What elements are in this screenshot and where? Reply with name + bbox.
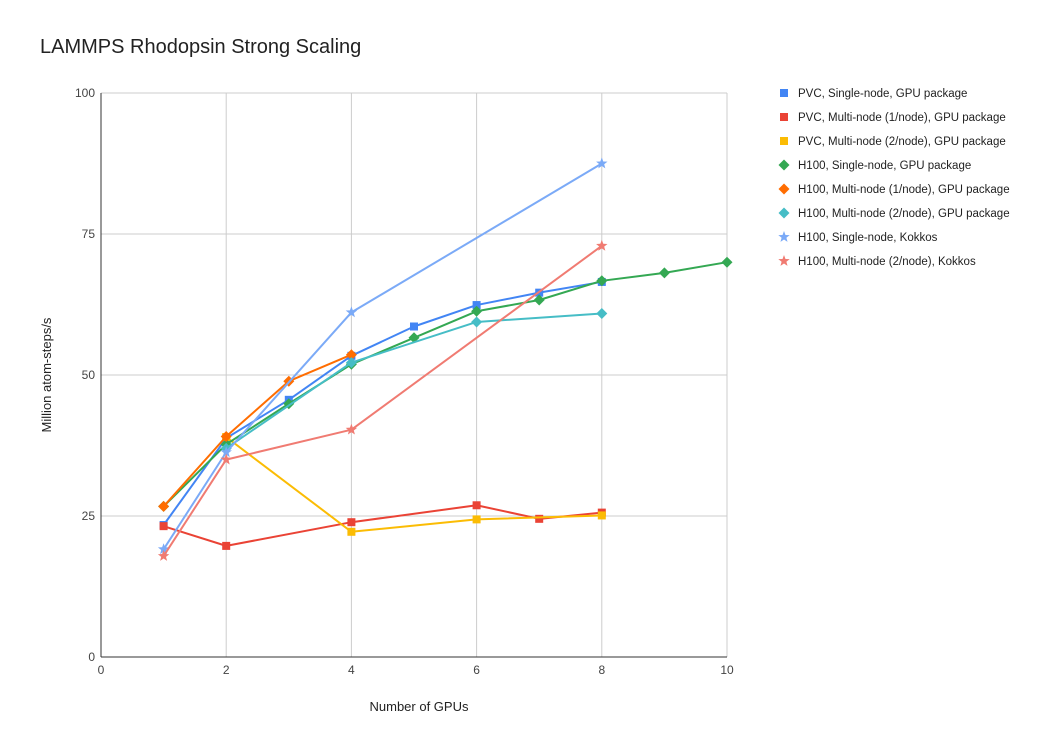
legend-label: H100, Single-node, Kokkos [798, 232, 938, 244]
data-point [220, 453, 232, 465]
legend-item: H100, Single-node, Kokkos [778, 231, 938, 244]
data-point [345, 349, 357, 361]
data-point [721, 256, 733, 268]
y-tick-label: 50 [82, 368, 96, 382]
series-8 [157, 239, 608, 561]
data-point [347, 518, 356, 527]
data-point [220, 446, 232, 458]
data-point [347, 527, 356, 536]
legend-marker [778, 183, 790, 195]
gridlines [101, 92, 728, 657]
data-point [596, 308, 608, 320]
data-point [345, 423, 358, 435]
data-point [345, 357, 357, 369]
legend-label: PVC, Multi-node (2/node), GPU package [798, 136, 1006, 148]
legend-item: PVC, Multi-node (2/node), GPU package [780, 136, 1006, 148]
series-line [162, 162, 603, 550]
y-tick-label: 0 [88, 650, 95, 664]
data-point [658, 267, 670, 279]
x-tick-label: 10 [720, 663, 734, 677]
x-tick-label: 2 [223, 663, 230, 677]
data-point [472, 301, 481, 310]
data-point [410, 322, 418, 331]
legend-item: H100, Single-node, GPU package [778, 159, 971, 172]
series-line [162, 261, 728, 508]
y-axis-title: Million atom-steps/s [39, 317, 54, 432]
x-tick-label: 0 [98, 663, 105, 677]
series-line [162, 353, 352, 508]
x-axis-title: Number of GPUs [370, 699, 469, 714]
data-point [597, 511, 606, 520]
series-line [225, 436, 602, 533]
data-point [345, 306, 358, 318]
x-tick-label: 8 [598, 663, 605, 677]
data-point [220, 430, 232, 442]
series-3 [222, 433, 606, 536]
chart-title: LAMMPS Rhodopsin Strong Scaling [40, 36, 362, 58]
y-tick-label: 25 [82, 509, 96, 523]
data-point [471, 305, 483, 317]
data-point [471, 316, 483, 328]
data-point [596, 239, 608, 251]
data-point [472, 515, 481, 524]
legend-marker [780, 113, 788, 121]
data-point [596, 157, 608, 169]
x-tick-label: 6 [473, 663, 480, 677]
x-tick-label: 4 [348, 663, 355, 677]
legend-item: H100, Multi-node (2/node), GPU package [778, 207, 1010, 220]
data-point [157, 550, 170, 561]
series-line [225, 312, 602, 450]
y-tick-label: 75 [82, 227, 96, 241]
legend-label: PVC, Single-node, GPU package [798, 88, 967, 100]
data-point [533, 294, 545, 306]
series-line [162, 245, 603, 557]
legend-label: H100, Multi-node (2/node), GPU package [798, 208, 1010, 220]
legend-label: PVC, Multi-node (1/node), GPU package [798, 112, 1006, 124]
legend-item: H100, Multi-node (1/node), GPU package [778, 183, 1010, 196]
series-7 [157, 157, 608, 555]
series-line [163, 504, 602, 547]
series-line [162, 280, 602, 526]
series-4 [158, 256, 733, 512]
legend-item: H100, Multi-node (2/node), Kokkos [778, 255, 976, 268]
data-point [159, 522, 168, 531]
legend-marker [778, 231, 790, 242]
data-point [535, 514, 544, 523]
series-6 [220, 308, 608, 454]
legend-marker [780, 89, 788, 97]
data-point [472, 501, 481, 510]
legend-marker [778, 207, 790, 219]
data-point [158, 500, 170, 512]
legend-label: H100, Single-node, GPU package [798, 160, 971, 172]
data-point [157, 543, 170, 555]
legend: PVC, Single-node, GPU package PVC, Multi-… [778, 88, 1010, 268]
legend-marker [778, 159, 790, 171]
series-5 [158, 349, 357, 512]
legend-label: H100, Multi-node (2/node), Kokkos [798, 256, 976, 268]
data-point [596, 275, 608, 287]
data-point [222, 541, 231, 550]
legend-marker [780, 137, 788, 145]
legend-marker [778, 255, 790, 266]
legend-item: PVC, Single-node, GPU package [780, 88, 967, 100]
legend-label: H100, Multi-node (1/node), GPU package [798, 184, 1010, 196]
legend-item: PVC, Multi-node (1/node), GPU package [780, 112, 1006, 124]
y-tick-label: 100 [75, 86, 95, 100]
